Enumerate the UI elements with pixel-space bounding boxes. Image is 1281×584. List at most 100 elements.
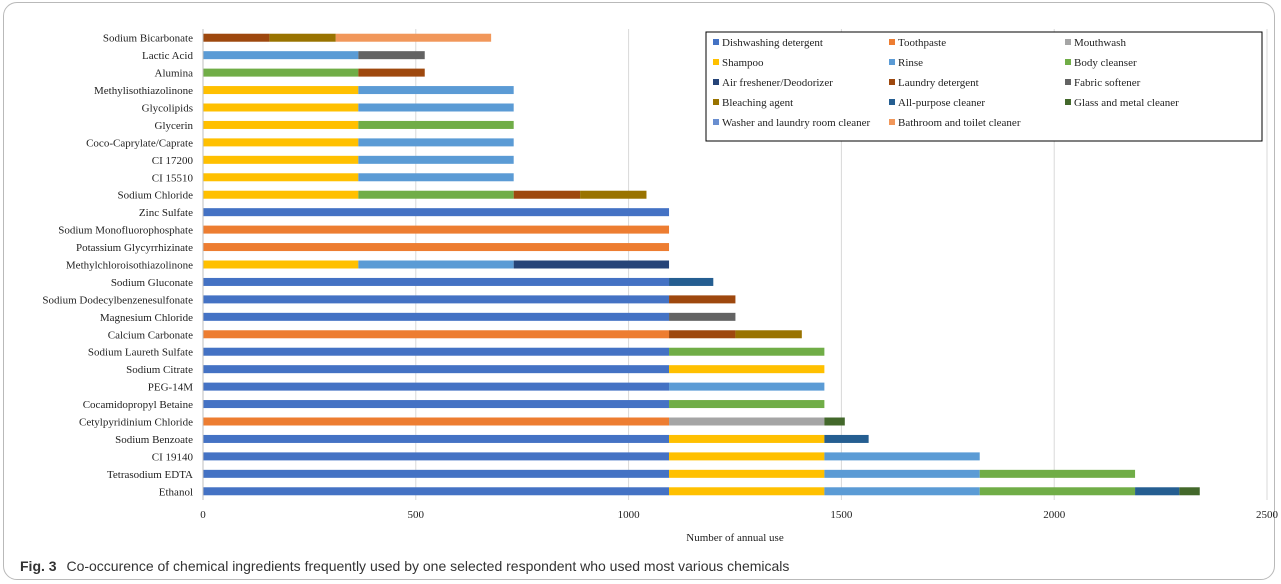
bar-segment [203,330,670,339]
legend-label: Dishwashing detergent [722,37,823,49]
bar-segment [979,487,1136,496]
bar-segment [358,138,514,147]
y-tick-label: Ethanol [159,486,193,498]
bar-segment [203,51,359,60]
bar-segment [203,452,670,461]
x-tick-label: 500 [408,509,425,521]
bar-segment [203,417,670,426]
bar-segment [358,120,514,129]
y-tick-label: Methylisothiazolinone [94,85,193,97]
caption-label: Fig. 3 [20,558,57,574]
legend-swatch [713,59,719,65]
y-tick-label: Sodium Dodecylbenzenesulfonate [42,294,193,306]
bar-segment [203,120,359,129]
y-tick-label: Potassium Glycyrrhizinate [76,242,193,254]
bar-segment [669,295,736,304]
bar-segment [358,173,514,182]
legend-label: Rinse [898,57,923,69]
caption-text: Co-occurence of chemical ingredients fre… [66,558,790,574]
legend-label: Toothpaste [898,37,946,49]
y-tick-label: Coco-Caprylate/Caprate [86,137,193,149]
legend-swatch [713,99,719,105]
legend-box [705,31,1263,142]
y-tick-label: Sodium Laureth Sulfate [88,347,193,359]
y-tick-label: Sodium Benzoate [115,434,193,446]
bar-segment [203,382,670,391]
bar-segment [203,86,359,95]
bar-segment [580,190,647,199]
bar-segment [358,190,514,199]
bar-segment [824,417,845,426]
x-tick-label: 0 [200,509,206,521]
bar-segment [1135,487,1180,496]
y-tick-label: Cocamidopropyl Betaine [83,399,193,411]
legend-label: Body cleanser [1074,57,1137,69]
bar-segment [203,103,359,112]
bars [203,33,1200,496]
bar-segment [203,68,359,77]
y-tick-label: PEG-14M [148,382,193,394]
legend-swatch [889,79,895,85]
y-tick-label: Glycerin [155,120,194,132]
bar-segment [824,434,869,443]
bar-segment [269,33,336,42]
y-tick-label: Glycolipids [142,103,193,115]
legend-swatch [1065,39,1071,45]
y-tick-label: Magnesium Chloride [100,312,193,324]
legend-label: Laundry detergent [898,77,979,89]
bar-segment [203,312,670,321]
legend-swatch [713,39,719,45]
bar-segment [669,452,825,461]
bar-segment [979,469,1136,478]
x-axis: 0 500 1000 1500 2000 2500 [200,509,1278,521]
legend-label: Air freshener/Deodorizer [722,77,833,89]
legend-label: Mouthwash [1074,37,1126,49]
y-tick-label: Alumina [155,68,194,80]
bar-segment [669,434,825,443]
bar-segment [203,469,670,478]
bar-segment [358,68,425,77]
bar-segment [669,400,825,409]
figure-caption: Fig. 3 Co-occurence of chemical ingredie… [20,558,789,574]
legend-label: Washer and laundry room cleaner [722,117,870,129]
bar-segment [203,243,670,252]
y-tick-label: Sodium Bicarbonate [103,33,193,45]
bar-segment [669,330,736,339]
y-tick-label: Sodium Gluconate [111,277,193,289]
bar-segment [824,452,980,461]
bar-segment [513,190,581,199]
bar-segment [335,33,492,42]
x-axis-title: Number of annual use [686,532,784,544]
bar-segment [203,208,670,217]
x-tick-label: 2000 [1043,509,1066,521]
bar-segment [824,487,980,496]
bar-segment [203,190,359,199]
legend-swatch [889,99,895,105]
bar-segment [735,330,802,339]
bar-segment [669,382,825,391]
bar-segment [203,225,670,234]
bar-segment [203,487,670,496]
legend-swatch [1065,79,1071,85]
bar-segment [203,295,670,304]
y-tick-label: Sodium Chloride [118,190,194,202]
bar-segment [203,365,670,374]
y-tick-label: Methylchloroisothiazolinone [66,260,193,272]
bar-segment [669,417,825,426]
y-tick-label: CI 15510 [152,172,194,184]
bar-segment [203,155,359,164]
legend-items: Dishwashing detergent Toothpaste Mouthwash… [713,37,1179,129]
x-tick-label: 2500 [1256,509,1279,521]
legend-label: All-purpose cleaner [898,97,985,109]
bar-segment [513,260,670,269]
legend-swatch [889,39,895,45]
bar-segment [203,277,670,286]
bar-segment [669,277,714,286]
bar-segment [669,487,825,496]
legend-swatch [713,79,719,85]
y-tick-label: Zinc Sulfate [139,207,193,219]
y-tick-label: Lactic Acid [142,50,194,62]
bar-segment [203,400,670,409]
y-tick-label: Tetrasodium EDTA [107,469,193,481]
